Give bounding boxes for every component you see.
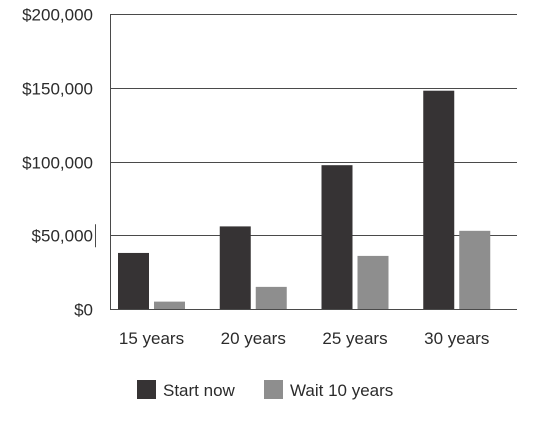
legend-label: Wait 10 years [290, 381, 393, 400]
legend-swatch [137, 380, 156, 399]
x-tick-labels: 15 years 20 years 25 years 30 years [119, 329, 489, 348]
bar-wait-10-years [357, 255, 389, 309]
bar-start-now [423, 90, 455, 309]
legend-swatch [264, 380, 283, 399]
x-tick-label: 25 years [322, 329, 387, 348]
y-tick-label: $200,000 [22, 6, 93, 25]
bar-start-now [118, 252, 149, 309]
legend-label: Start now [163, 381, 236, 400]
bar-start-now [219, 226, 251, 309]
bar-wait-10-years [154, 301, 185, 309]
legend: Start now Wait 10 years [137, 380, 393, 400]
x-tick-label: 30 years [424, 329, 489, 348]
y-tick-label: $100,000 [22, 154, 93, 173]
x-tick-label: 15 years [119, 329, 184, 348]
y-tick-labels: $0 $50,000 $100,000 $150,000 $200,000 [22, 6, 93, 320]
bar-start-now [321, 165, 353, 309]
bar-wait-10-years [255, 286, 287, 309]
gridlines [110, 14, 517, 236]
bar-wait-10-years [459, 230, 491, 309]
y-tick-label: $0 [74, 301, 93, 320]
bars [118, 90, 491, 309]
axes [95, 14, 517, 310]
y-tick-label: $50,000 [32, 227, 93, 246]
x-tick-label: 20 years [221, 329, 286, 348]
y-tick-label: $150,000 [22, 80, 93, 99]
